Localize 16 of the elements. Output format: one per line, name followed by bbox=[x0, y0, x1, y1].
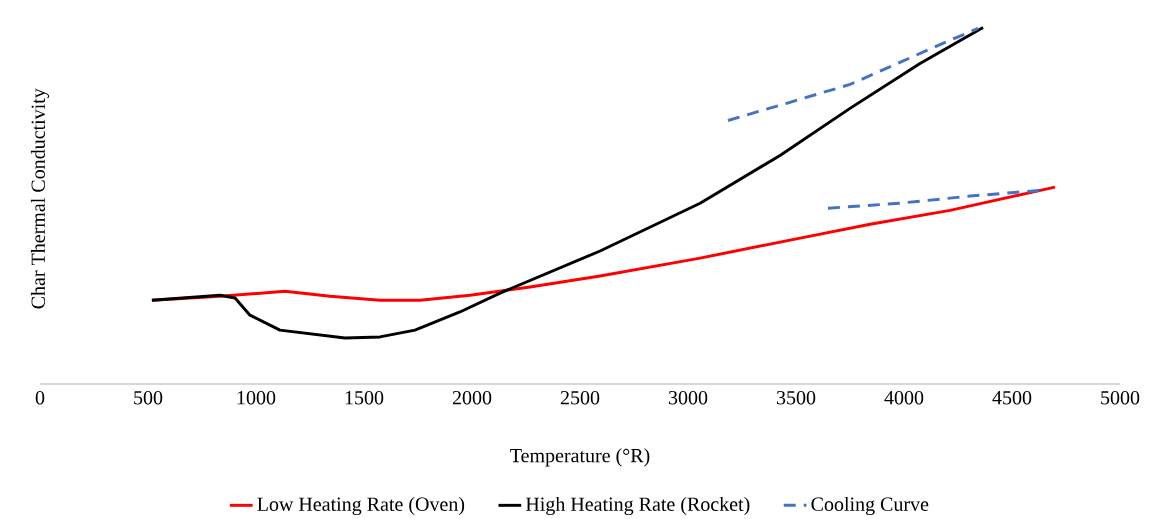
x-tick-label: 2000 bbox=[452, 390, 492, 405]
y-axis-title: Char Thermal Conductivity bbox=[30, 88, 50, 309]
x-tick-label: 4500 bbox=[992, 390, 1032, 405]
x-tick-label: 3000 bbox=[668, 390, 708, 405]
x-tick-label: 0 bbox=[35, 390, 45, 405]
x-tick-label: 1000 bbox=[237, 390, 276, 405]
x-axis-title: Temperature (°R) bbox=[510, 448, 650, 467]
legend-label: Cooling Curve bbox=[811, 496, 929, 516]
x-tick-label: 500 bbox=[134, 390, 163, 405]
x-tick-label: 4000 bbox=[884, 390, 924, 405]
legend-label: Low Heating Rate (Oven) bbox=[257, 496, 465, 516]
x-tick-label: 3500 bbox=[776, 390, 816, 405]
x-tick-label: 5000 bbox=[1101, 390, 1140, 405]
x-tick-label: 2500 bbox=[560, 390, 600, 405]
x-tick-label: 1500 bbox=[345, 390, 384, 405]
legend-label: High Heating Rate (Rocket) bbox=[525, 496, 750, 516]
